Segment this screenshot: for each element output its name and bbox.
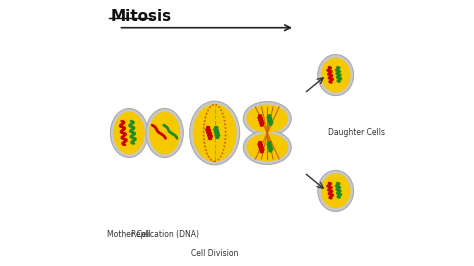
Text: Mother Cell: Mother Cell xyxy=(107,230,151,239)
Text: Cell Division: Cell Division xyxy=(191,249,238,258)
Ellipse shape xyxy=(114,112,145,154)
Ellipse shape xyxy=(146,109,183,157)
Ellipse shape xyxy=(193,105,236,161)
Text: Mitosis: Mitosis xyxy=(110,9,172,24)
Ellipse shape xyxy=(321,174,350,208)
Text: Daughter Cells: Daughter Cells xyxy=(328,128,385,138)
Ellipse shape xyxy=(243,102,291,136)
Text: Replication (DNA): Replication (DNA) xyxy=(131,230,199,239)
Ellipse shape xyxy=(247,134,288,161)
Ellipse shape xyxy=(190,101,240,165)
Ellipse shape xyxy=(318,55,354,95)
Ellipse shape xyxy=(243,130,291,164)
Ellipse shape xyxy=(321,58,350,92)
Ellipse shape xyxy=(318,171,354,211)
Ellipse shape xyxy=(247,105,288,132)
Ellipse shape xyxy=(149,112,180,154)
Ellipse shape xyxy=(110,109,148,157)
